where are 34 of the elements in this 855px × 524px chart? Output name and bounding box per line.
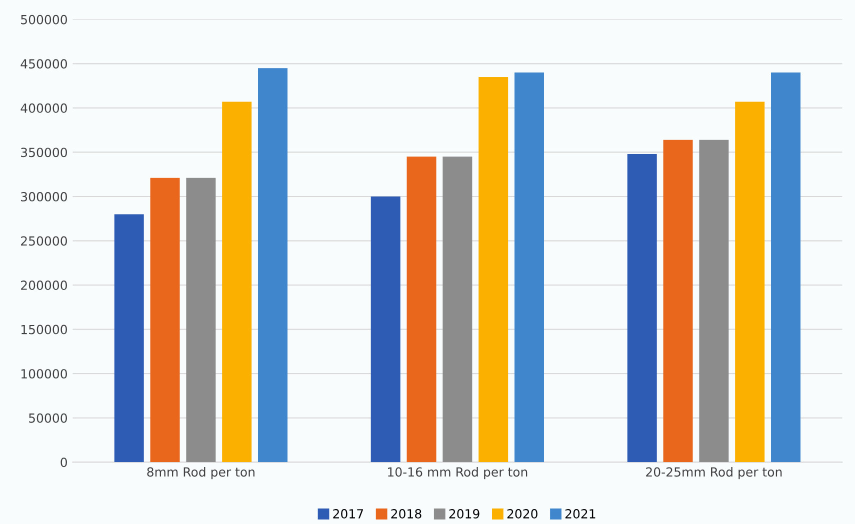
bar xyxy=(406,156,436,462)
y-tick-label: 200000 xyxy=(21,280,67,290)
x-tick-label: 8mm Rod per ton xyxy=(147,467,254,480)
legend-label: 2019 xyxy=(449,509,480,519)
bar xyxy=(627,154,657,462)
y-tick-label: 50000 xyxy=(29,413,67,423)
bar xyxy=(370,196,400,462)
legend-label: 2017 xyxy=(333,509,364,519)
bar xyxy=(442,156,472,462)
x-tick-label: 10-16 mm Rod per ton xyxy=(388,467,528,480)
bar xyxy=(770,72,800,462)
legend-label: 2018 xyxy=(391,509,422,519)
legend-label: 2021 xyxy=(565,509,596,519)
bar xyxy=(735,102,765,462)
y-tick-label: 100000 xyxy=(21,369,67,379)
bar xyxy=(478,76,508,462)
bar xyxy=(222,102,252,462)
y-tick-label: 0 xyxy=(60,458,67,468)
bar xyxy=(699,140,729,462)
y-tick-label: 350000 xyxy=(21,148,67,158)
x-tick-label: 20-25mm Rod per ton xyxy=(646,467,782,480)
y-tick-label: 150000 xyxy=(21,324,67,334)
bar xyxy=(114,214,144,462)
bar xyxy=(150,178,180,462)
bar xyxy=(514,72,544,462)
legend-label: 2020 xyxy=(507,509,538,519)
y-tick-label: 400000 xyxy=(20,103,67,113)
y-tick-label: 500000 xyxy=(21,14,67,24)
bar xyxy=(663,140,693,462)
y-tick-label: 450000 xyxy=(20,59,67,69)
bar xyxy=(186,178,216,462)
y-tick-label: 300000 xyxy=(21,192,67,202)
bar xyxy=(258,68,288,462)
y-tick-label: 250000 xyxy=(21,236,67,246)
